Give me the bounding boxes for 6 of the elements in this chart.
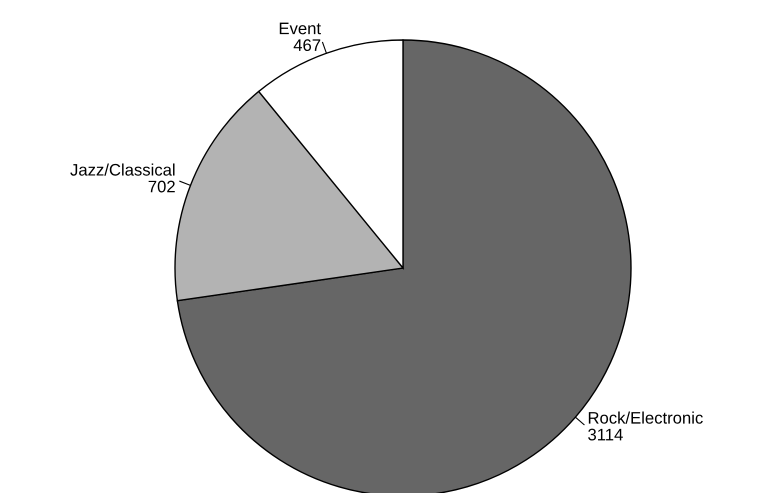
slice-label: Rock/Electronic: [588, 411, 703, 424]
slice-label: Jazz/Classical: [70, 163, 175, 176]
data-label: 3114: [588, 428, 623, 440]
data-label: 702: [148, 180, 175, 192]
slice-label: Event: [280, 22, 321, 34]
data-label: 467: [294, 39, 320, 52]
